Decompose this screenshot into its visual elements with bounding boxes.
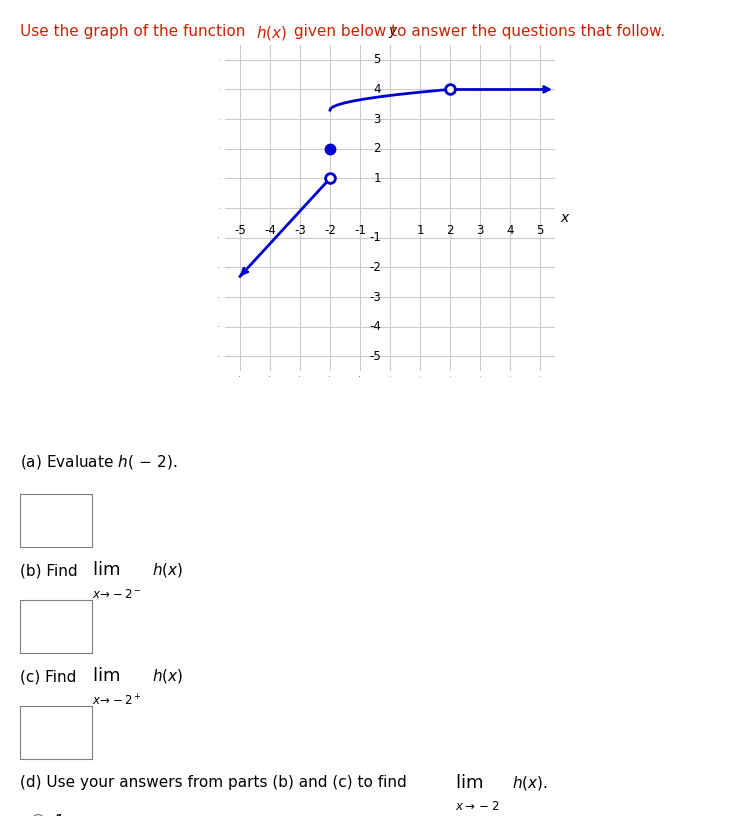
Text: 1: 1 [374, 172, 381, 185]
Text: $h(x).$: $h(x).$ [512, 774, 548, 792]
Text: 4: 4 [374, 83, 381, 96]
Text: -2: -2 [369, 261, 381, 274]
Text: 3: 3 [374, 113, 381, 126]
Text: $\lim$: $\lim$ [455, 774, 483, 792]
Text: 5: 5 [536, 224, 544, 237]
Text: -5: -5 [369, 350, 381, 363]
Text: 4: 4 [506, 224, 514, 237]
Text: $\lim$: $\lim$ [92, 561, 119, 579]
Text: -1: -1 [354, 224, 366, 237]
Text: $\lim$: $\lim$ [92, 667, 119, 685]
Text: $h(x)$: $h(x)$ [152, 667, 183, 685]
Text: -2: -2 [324, 224, 336, 237]
Text: $y$: $y$ [388, 25, 399, 41]
Text: 3: 3 [476, 224, 484, 237]
Text: $x$: $x$ [560, 211, 570, 225]
Text: $x \!\to\! -2^-$: $x \!\to\! -2^-$ [92, 588, 141, 601]
Text: -5: -5 [234, 224, 246, 237]
Text: 2: 2 [374, 142, 381, 155]
Text: 5: 5 [374, 53, 381, 66]
Text: 1: 1 [416, 224, 424, 237]
Text: (a) Evaluate $h(\,-\,2).$: (a) Evaluate $h(\,-\,2).$ [20, 453, 178, 471]
Text: Use the graph of the function: Use the graph of the function [20, 24, 250, 39]
Text: -4: -4 [369, 320, 381, 333]
Text: 2: 2 [446, 224, 454, 237]
Text: -4: -4 [264, 224, 276, 237]
Text: (b) Find: (b) Find [20, 563, 78, 578]
Text: $x \to -2$: $x \to -2$ [455, 800, 500, 813]
Text: -3: -3 [369, 290, 381, 304]
Text: 1: 1 [54, 814, 64, 816]
Text: (c) Find: (c) Find [20, 669, 76, 684]
Text: given below to answer the questions that follow.: given below to answer the questions that… [289, 24, 664, 39]
Text: $h(x)$: $h(x)$ [256, 24, 288, 42]
Text: $h(x)$: $h(x)$ [152, 561, 183, 579]
Text: (d) Use your answers from parts (b) and (c) to find: (d) Use your answers from parts (b) and … [20, 775, 407, 790]
Text: -1: -1 [369, 231, 381, 244]
Text: $x \!\to\! -2^+$: $x \!\to\! -2^+$ [92, 694, 141, 709]
Text: -3: -3 [294, 224, 306, 237]
